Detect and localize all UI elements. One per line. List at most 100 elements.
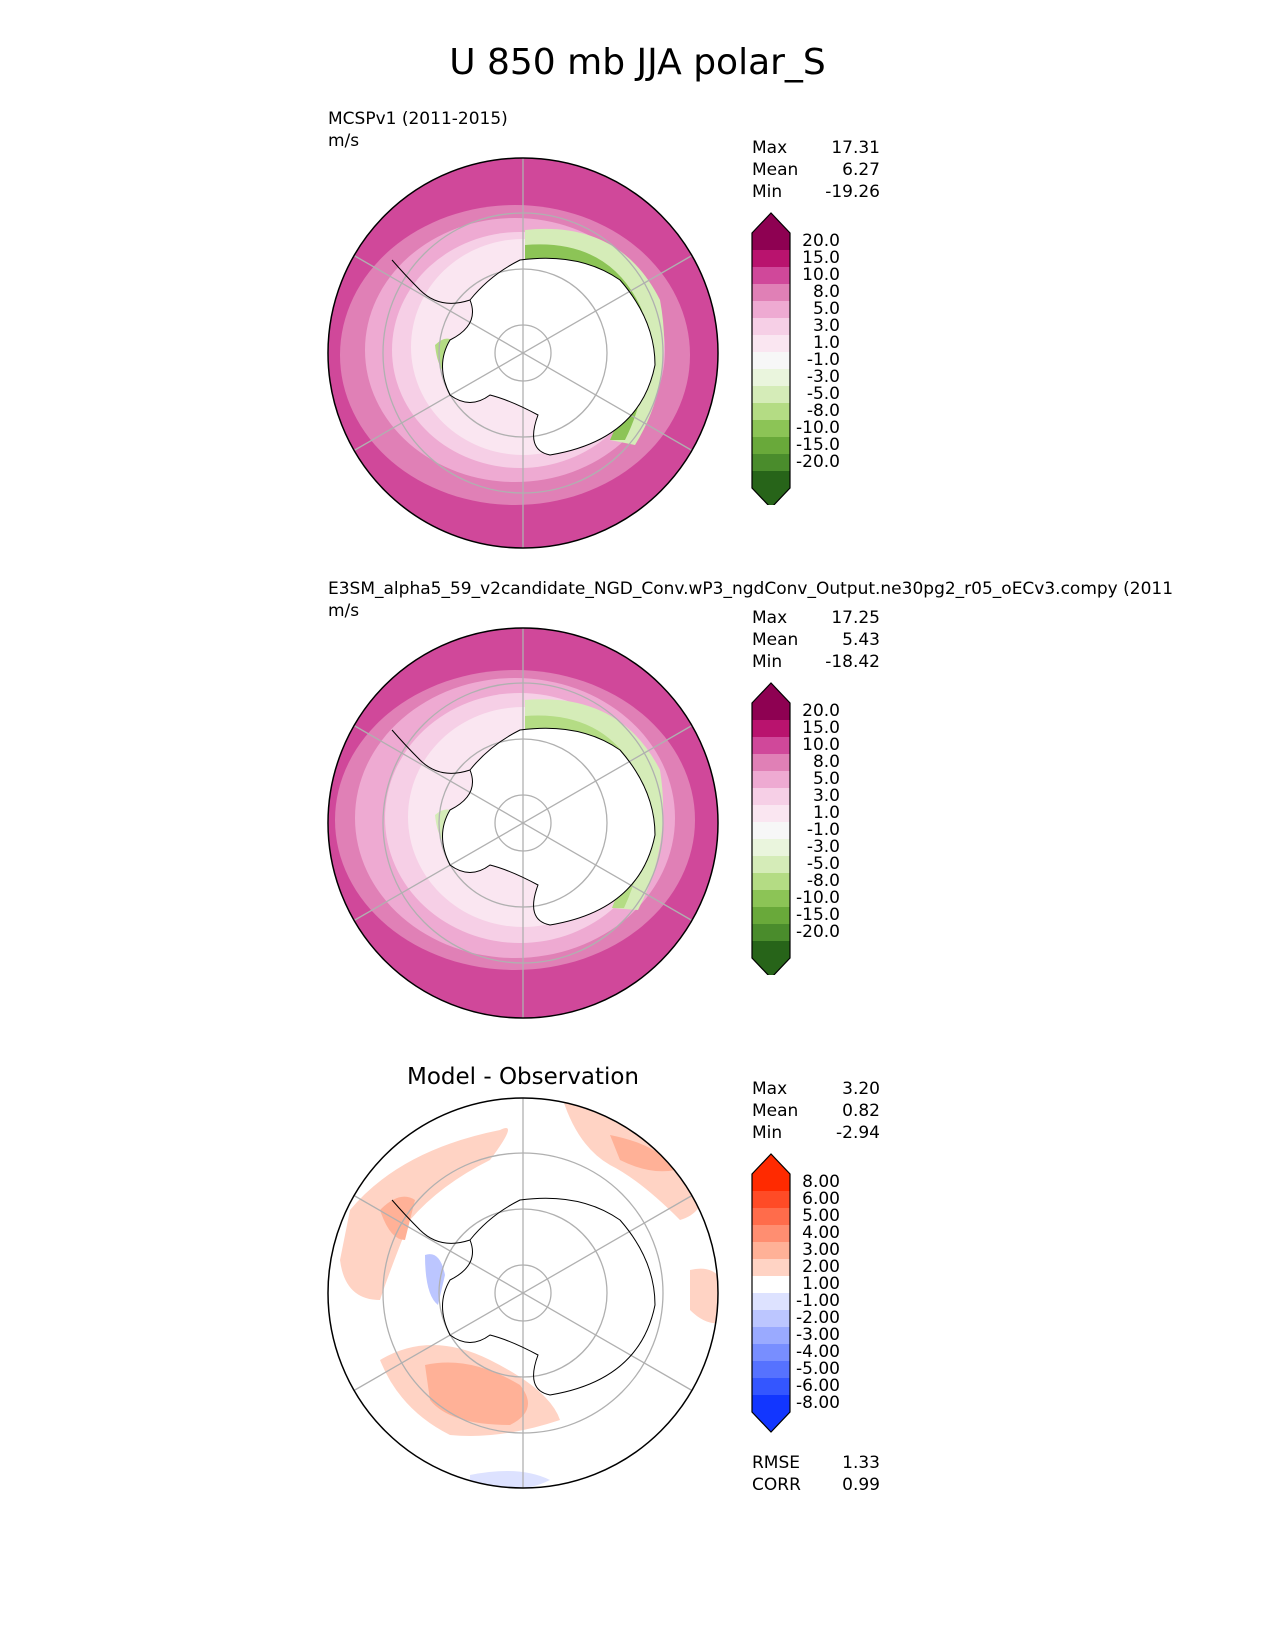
panel-3-boundary [327, 1097, 719, 1489]
panel-3-mean-label: Mean [752, 1101, 799, 1121]
panel-1-colorbar-tick-10: -8.0 [806, 401, 840, 421]
panel-1-colorbar-outline [751, 212, 791, 505]
panel-2-colorbar-swatch-5 [752, 788, 790, 806]
panel-1-colorbar-swatch-14 [752, 471, 790, 489]
panel-3-stats: Max 3.20 Mean 0.82 Min -2.94 [752, 1078, 880, 1144]
panel-2-colorbar-labels: 20.0 15.0 10.0 8.0 5.0 3.0 1.0 -1.0 -3.0 -5.0 -8.0… [794, 703, 840, 941]
panel-3-colorbar-tick-3: 4.00 [802, 1223, 840, 1243]
panel-3-max-label: Max [752, 1079, 788, 1099]
panel-1-colorbar-swatch-2 [752, 267, 790, 285]
panel-2-colorbar-swatch-7 [752, 822, 790, 840]
panel-1-coastline [442, 257, 656, 456]
corr-value: 0.99 [842, 1475, 880, 1495]
panel-2-colorbar-extend-max [752, 683, 790, 703]
panel-1-colorbar [751, 212, 791, 505]
panel-3-colorbar-swatch-10 [752, 1344, 790, 1362]
panel-1-colorbar-labels: 20.0 15.0 10.0 8.0 5.0 3.0 1.0 -1.0 -3.0 -5.0 -8.0… [794, 233, 840, 471]
panel-2-colorbar-tick-6: 1.0 [812, 803, 840, 823]
panel-1-mean-value: 6.27 [842, 160, 880, 180]
panel-1-colorbar-swatch-0 [752, 233, 790, 251]
panel-2-colorbar-outline [751, 682, 791, 975]
panel-1-colorbar-swatch-13 [752, 454, 790, 472]
panel-3-negative-region-west [425, 1254, 445, 1305]
panel-2-colorbar-swatch-4 [752, 771, 790, 789]
panel-2-colorbar-swatch-11 [752, 890, 790, 908]
panel-1-colorbar-tick-9: -5.0 [806, 384, 840, 404]
panel-2-colorbar-tick-4: 5.0 [812, 769, 840, 789]
panel-3-colorbar-swatch-2 [752, 1208, 790, 1226]
panel-1-colorbar-tick-7: -1.0 [806, 350, 840, 370]
panel-2-colorbar-tick-9: -5.0 [806, 854, 840, 874]
panel-2-max-label: Max [752, 608, 788, 628]
panel-3-title: Model - Observation [406, 1064, 640, 1090]
figure-title: U 850 mb JJA polar_S [449, 42, 826, 83]
panel-2-colorbar-tick-7: -1.0 [806, 820, 840, 840]
panel-1-mean-label: Mean [752, 160, 799, 180]
panel-1-colorbar-tick-0: 20.0 [802, 231, 840, 251]
panel-3-positive-region-west-core [380, 1196, 415, 1240]
panel-3-colorbar-extend-max [752, 1154, 790, 1174]
panel-1-colorbar-tick-4: 5.0 [812, 299, 840, 319]
rmse-value: 1.33 [842, 1453, 880, 1473]
panel-3-colorbar-tick-4: 3.00 [802, 1240, 840, 1260]
panel-3-colorbar-tick-7: -1.00 [796, 1291, 840, 1311]
panel-2-colorbar-tick-5: 3.0 [812, 786, 840, 806]
panel-3-colorbar-swatch-6 [752, 1276, 790, 1294]
panel-1-colorbar-tick-2: 10.0 [802, 265, 840, 285]
panel-1-map [327, 157, 719, 549]
panel-1-colorbar-swatch-10 [752, 403, 790, 421]
panel-3-positive-region-east [690, 1268, 718, 1324]
panel-3-min-value: -2.94 [836, 1123, 880, 1143]
panel-2-colorbar-swatch-0 [752, 703, 790, 721]
panel-1-max-label: Max [752, 138, 788, 158]
panel-2-coastline [442, 727, 656, 926]
panel-1-min-label: Min [752, 182, 783, 202]
panel-2-colorbar [751, 682, 791, 975]
panel-2-colorbar-swatch-8 [752, 839, 790, 857]
panel-3-colorbar-tick-1: 6.00 [802, 1189, 840, 1209]
panel-2-mean-label: Mean [752, 630, 799, 650]
panel-2-peninsula-coast [391, 729, 471, 774]
panel-1-min-value: -19.26 [825, 182, 880, 202]
panel-3-colorbar-outline [751, 1153, 791, 1433]
panel-2-colorbar-tick-2: 10.0 [802, 735, 840, 755]
panel-1-graticule [353, 158, 693, 548]
panel-1-colorbar-swatch-6 [752, 335, 790, 353]
panel-3-colorbar-tick-9: -3.00 [796, 1325, 840, 1345]
panel-3-positive-region-ne-core [610, 1135, 675, 1172]
panel-1-max-value: 17.31 [831, 138, 880, 158]
panel-1-colorbar-swatch-9 [752, 386, 790, 404]
panel-1-colorbar-swatch-4 [752, 301, 790, 319]
panel-2-min-value: -18.42 [825, 652, 880, 672]
panel-2-colorbar-swatch-6 [752, 805, 790, 823]
panel-3-colorbar-swatch-7 [752, 1293, 790, 1311]
rmse-label: RMSE [752, 1453, 801, 1473]
panel-1-units: m/s [328, 131, 360, 151]
panel-3-colorbar-swatch-9 [752, 1327, 790, 1345]
corr-label: CORR [752, 1475, 801, 1495]
panel-3-metrics: RMSE 1.33 CORR 0.99 [752, 1452, 880, 1496]
panel-1-colorbar-swatch-8 [752, 369, 790, 387]
panel-3-colorbar-swatch-3 [752, 1225, 790, 1243]
panel-3-colorbar-swatch-4 [752, 1242, 790, 1260]
panel-1-peninsula-coast [391, 259, 471, 304]
panel-3-colorbar-swatch-8 [752, 1310, 790, 1328]
panel-1-colorbar-extend-max [752, 213, 790, 233]
panel-1-colorbar-tick-6: 1.0 [812, 333, 840, 353]
panel-2-colorbar-tick-11: -10.0 [796, 888, 840, 908]
panel-2-colorbar-tick-13: -20.0 [796, 922, 840, 942]
panel-1-colorbar-tick-8: -3.0 [806, 367, 840, 387]
panel-2-colorbar-tick-0: 20.0 [802, 701, 840, 721]
panel-3-colorbar-tick-6: 1.00 [802, 1274, 840, 1294]
panel-2-graticule [353, 628, 693, 1018]
panel-1-colorbar-swatch-11 [752, 420, 790, 438]
panel-1-colorbar-swatch-1 [752, 250, 790, 268]
panel-2-boundary [327, 627, 719, 1019]
panel-1-easterly-band-outer [525, 228, 665, 445]
panel-1-colorbar-tick-1: 15.0 [802, 248, 840, 268]
panel-2-colorbar-swatch-10 [752, 873, 790, 891]
panel-2-colorbar-swatch-3 [752, 754, 790, 772]
panel-2-stats: Max 17.25 Mean 5.43 Min -18.42 [752, 607, 880, 673]
panel-2-colorbar-tick-1: 15.0 [802, 718, 840, 738]
panel-3-coastline [442, 1197, 656, 1396]
